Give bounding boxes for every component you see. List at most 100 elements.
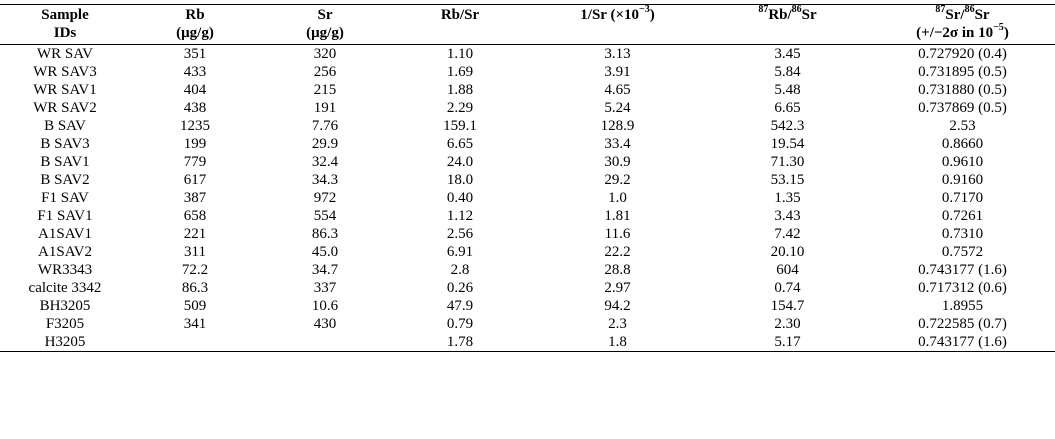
cell-rb-sr: 6.65 xyxy=(446,136,474,152)
cell-rb-sr: 24.0 xyxy=(446,154,474,170)
cell-rb-sr: 1.69 xyxy=(446,64,474,80)
header-sr-unit: (μg/g) xyxy=(260,24,390,45)
header-ids: IDs xyxy=(0,24,130,45)
cell-inverse-sr: 22.2 xyxy=(604,244,631,260)
cell-sr87-sr86: 0.717312 (0.6) xyxy=(918,280,1007,296)
table-row: B SAV1 779 32.4 24.0 30.9 71.30 0.9610 xyxy=(0,153,1055,171)
cell-sr87-sr86: 2.53 xyxy=(949,118,976,134)
cell-rb: 658 xyxy=(183,208,207,224)
header-sample: Sample xyxy=(0,4,130,24)
header-rb-sr: Rb/Sr xyxy=(390,4,530,24)
cell-sr87-sr86: 0.737869 (0.5) xyxy=(918,100,1007,116)
cell-inverse-sr: 3.91 xyxy=(604,64,631,80)
cell-sr87-sr86: 0.743177 (1.6) xyxy=(918,262,1007,278)
cell-inverse-sr: 3.13 xyxy=(604,46,631,62)
cell-sr87-sr86: 0.743177 (1.6) xyxy=(870,333,1055,352)
header-row-1: Sample Rb Sr Rb/Sr 1/Sr (×10−3) 87Rb/86S… xyxy=(0,4,1055,24)
cell-rb87-sr86: 5.48 xyxy=(774,82,801,98)
table-row: A1SAV1 221 86.3 2.56 11.6 7.42 0.7310 xyxy=(0,225,1055,243)
header-empty xyxy=(530,24,705,45)
cell-rb: 351 xyxy=(183,46,207,62)
cell-rb-sr: 1.10 xyxy=(446,46,474,62)
cell-rb: 72.2 xyxy=(181,262,209,278)
table-row: WR3343 72.2 34.7 2.8 28.8 604 0.743177 (1.6) xyxy=(0,261,1055,279)
cell-sample-id: BH3205 xyxy=(39,298,91,314)
cell-inverse-sr: 128.9 xyxy=(600,118,635,134)
cell-rb87-sr86: 6.65 xyxy=(774,100,801,116)
cell-rb-sr: 2.56 xyxy=(446,226,474,242)
table-row: WR SAV2 438 191 2.29 5.24 6.65 0.737869 (0.5) xyxy=(0,99,1055,117)
header-rb87-sr86: 87Rb/86Sr xyxy=(705,4,870,24)
cell-sr: 215 xyxy=(313,82,337,98)
cell-sr: 10.6 xyxy=(311,298,339,314)
cell-rb87-sr86: 5.84 xyxy=(774,64,801,80)
table-row: F3205 341 430 0.79 2.3 2.30 0.722585 (0.7) xyxy=(0,315,1055,333)
cell-sr: 554 xyxy=(313,208,337,224)
cell-inverse-sr: 11.6 xyxy=(604,226,631,242)
cell-sr87-sr86: 0.7310 xyxy=(941,226,984,242)
cell-sr: 34.7 xyxy=(311,262,339,278)
cell-sample-id: WR SAV3 xyxy=(33,64,97,80)
table-row: WR SAV 351 320 1.10 3.13 3.45 0.727920 (0.4) xyxy=(0,45,1055,64)
cell-rb87-sr86: 7.42 xyxy=(774,226,801,242)
cell-sr87-sr86: 0.731895 (0.5) xyxy=(918,64,1007,80)
cell-sr87-sr86: 0.731880 (0.5) xyxy=(918,82,1007,98)
cell-sample-id: F1 SAV1 xyxy=(37,208,93,224)
cell-inverse-sr: 94.2 xyxy=(604,298,631,314)
cell-sr: 34.3 xyxy=(311,172,339,188)
cell-sample-id: B SAV xyxy=(44,118,86,134)
header-row-2: IDs (μg/g) (μg/g) (+/−2σ in 10−5) xyxy=(0,23,1055,45)
cell-rb: 341 xyxy=(183,316,207,332)
cell-rb-sr: 0.40 xyxy=(446,190,474,206)
cell-rb: 199 xyxy=(183,136,207,152)
header-rb: Rb xyxy=(130,4,260,24)
header-rb-unit: (μg/g) xyxy=(130,24,260,45)
header-inverse-sr: 1/Sr (×10−3) xyxy=(530,4,705,24)
table-row: F1 SAV1 658 554 1.12 1.81 3.43 0.7261 xyxy=(0,207,1055,225)
cell-rb xyxy=(130,333,260,352)
cell-rb: 617 xyxy=(183,172,207,188)
table-row: A1SAV2 311 45.0 6.91 22.2 20.10 0.7572 xyxy=(0,243,1055,261)
cell-inverse-sr: 5.24 xyxy=(604,100,631,116)
cell-sr: 320 xyxy=(313,46,337,62)
cell-rb-sr: 0.79 xyxy=(446,316,474,332)
cell-rb87-sr86: 542.3 xyxy=(770,118,805,134)
header-sr87-sr86: 87Sr/86Sr xyxy=(870,4,1055,24)
cell-rb: 404 xyxy=(183,82,207,98)
cell-sample-id: B SAV2 xyxy=(40,172,90,188)
cell-sample-id: calcite 3342 xyxy=(28,280,102,296)
cell-rb: 387 xyxy=(183,190,207,206)
table-row: F1 SAV 387 972 0.40 1.0 1.35 0.7170 xyxy=(0,189,1055,207)
cell-rb87-sr86: 154.7 xyxy=(770,298,805,314)
cell-rb: 438 xyxy=(183,100,207,116)
table-row: B SAV 1235 7.76 159.1 128.9 542.3 2.53 xyxy=(0,117,1055,135)
cell-sr87-sr86: 0.8660 xyxy=(941,136,984,152)
header-empty xyxy=(705,24,870,45)
cell-rb87-sr86: 53.15 xyxy=(770,172,805,188)
cell-rb87-sr86: 3.45 xyxy=(774,46,801,62)
cell-rb-sr: 2.8 xyxy=(450,262,470,278)
cell-rb87-sr86: 0.74 xyxy=(774,280,801,296)
cell-sr87-sr86: 0.722585 (0.7) xyxy=(918,316,1007,332)
cell-rb-sr: 47.9 xyxy=(446,298,474,314)
cell-rb87-sr86: 19.54 xyxy=(770,136,805,152)
table-row: WR SAV3 433 256 1.69 3.91 5.84 0.731895 (0.5) xyxy=(0,63,1055,81)
cell-inverse-sr: 1.0 xyxy=(608,190,627,206)
cell-rb: 433 xyxy=(183,64,207,80)
cell-rb-sr: 159.1 xyxy=(443,118,477,134)
table-row: BH3205 509 10.6 47.9 94.2 154.7 1.8955 xyxy=(0,297,1055,315)
cell-inverse-sr: 1.81 xyxy=(604,208,631,224)
cell-sr87-sr86: 1.8955 xyxy=(941,298,984,314)
cell-rb: 221 xyxy=(183,226,207,242)
cell-sample-id: F1 SAV xyxy=(41,190,89,206)
cell-rb: 311 xyxy=(184,244,206,260)
cell-sr87-sr86: 0.9610 xyxy=(941,154,984,170)
cell-rb87-sr86: 604 xyxy=(776,262,799,278)
cell-sample-id: WR SAV1 xyxy=(33,82,97,98)
cell-rb: 779 xyxy=(183,154,207,170)
cell-rb87-sr86: 71.30 xyxy=(770,154,805,170)
cell-rb-sr: 1.88 xyxy=(446,82,474,98)
cell-rb87-sr86: 3.43 xyxy=(774,208,801,224)
cell-inverse-sr: 28.8 xyxy=(604,262,631,278)
